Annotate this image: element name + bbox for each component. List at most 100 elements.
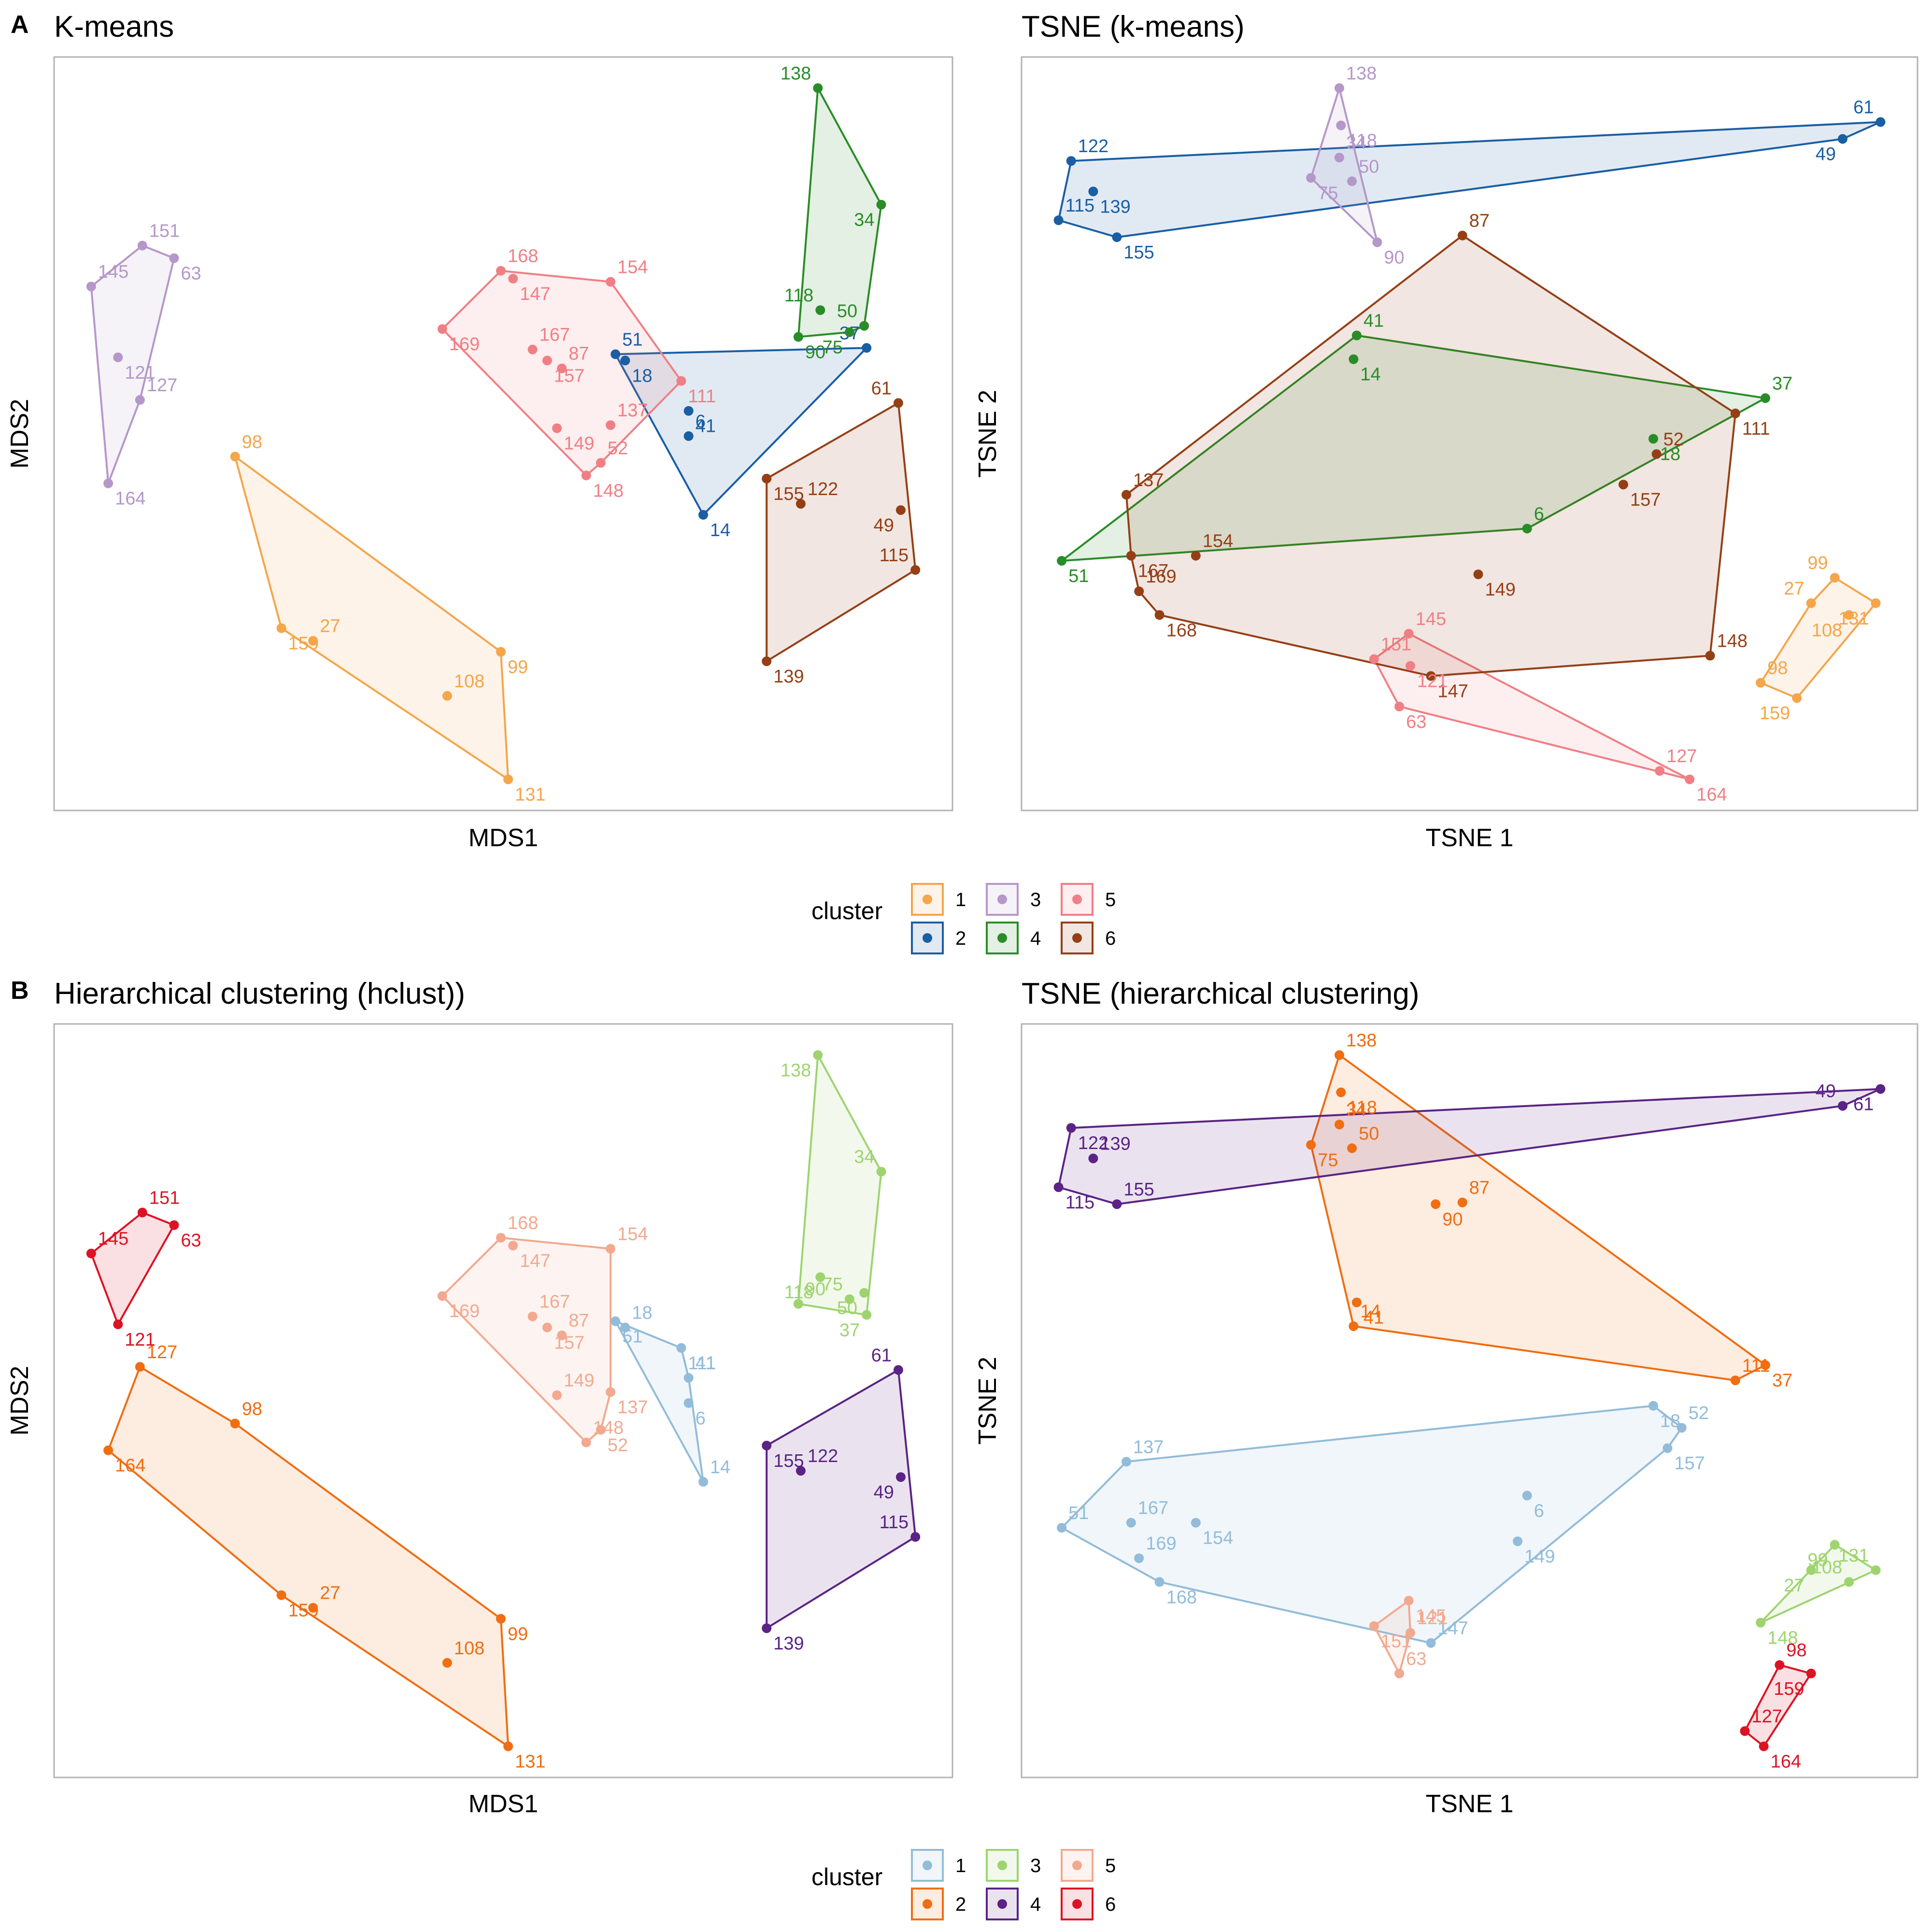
point-14 [698,510,708,520]
point-137 [606,420,616,430]
point-49 [1838,1101,1847,1111]
legend-label: 3 [1030,889,1041,910]
point-label-138: 138 [781,1060,811,1080]
legend-key-dot [997,1861,1007,1870]
point-149 [552,423,562,433]
point-label-167: 167 [1138,1498,1168,1519]
point-label-145: 145 [98,262,128,282]
point-121 [1406,1628,1415,1638]
point-label-159: 159 [1774,1679,1804,1699]
point-118 [1336,120,1346,130]
point-label-98: 98 [1767,658,1788,679]
point-label-122: 122 [1078,136,1108,156]
point-169 [437,1291,447,1301]
point-label-111: 111 [1742,419,1770,439]
point-14 [698,1477,708,1487]
point-label-115: 115 [880,545,909,566]
point-label-34: 34 [1346,1100,1366,1120]
point-label-49: 49 [1816,1081,1836,1102]
point-label-51: 51 [1068,566,1089,586]
point-label-169: 169 [449,334,480,355]
legend-key-dot [1072,933,1082,943]
point-label-151: 151 [149,221,180,241]
point-115 [910,565,921,575]
point-147 [508,1240,518,1250]
point-label-34: 34 [854,1147,874,1167]
point-label-111: 111 [688,386,716,407]
point-label-147: 147 [1438,682,1468,702]
legend-item-4: 4 [986,922,1041,954]
point-label-122: 122 [1078,1133,1108,1153]
legend-key [986,1849,1019,1882]
point-label-37: 37 [1772,373,1792,394]
point-label-131: 131 [515,785,545,805]
panel-title: K-means [54,10,174,43]
point-122 [796,1466,806,1476]
point-37 [862,1310,872,1320]
point-149 [1513,1536,1523,1547]
point-118 [1336,1087,1346,1097]
point-168 [1154,610,1165,620]
legend-label: 6 [1105,928,1116,949]
point-155 [762,473,772,483]
point-label-27: 27 [1784,579,1804,599]
point-label-115: 115 [880,1512,909,1533]
point-108 [1844,610,1854,620]
point-50 [859,321,869,331]
point-98 [230,1419,240,1429]
point-34 [876,199,886,210]
point-label-41: 41 [696,416,716,437]
point-111 [676,1343,686,1353]
legend-label: 4 [1030,928,1041,949]
panel-title: TSNE (hierarchical clustering) [1022,977,1419,1010]
point-label-87: 87 [568,1311,589,1331]
point-169 [1134,1553,1144,1563]
panel-title: TSNE (k-means) [1022,10,1245,43]
point-49 [1838,134,1847,144]
point-87 [1457,230,1467,241]
point-label-14: 14 [710,1457,730,1477]
point-147 [1426,671,1436,681]
point-label-118: 118 [1348,131,1377,151]
point-label-137: 137 [1133,470,1164,490]
point-75 [1306,173,1316,183]
point-121 [113,352,123,362]
point-99 [1830,1540,1840,1550]
point-18 [620,1322,630,1333]
point-label-99: 99 [508,657,528,678]
legend-key [986,883,1019,916]
point-label-27: 27 [1784,1576,1804,1596]
cluster-hull-2 [1310,1054,1766,1381]
legend-key-dot [1072,895,1082,904]
point-137 [1122,490,1131,500]
point-label-90: 90 [805,342,825,363]
point-label-157: 157 [1630,490,1661,510]
y-axis-label: TSNE 2 [974,1357,1002,1445]
point-63 [1394,701,1405,711]
point-label-139: 139 [773,667,804,687]
point-41 [1351,330,1362,341]
point-121 [1406,661,1415,671]
point-label-61: 61 [871,378,892,398]
point-169 [1134,586,1144,597]
point-168 [1154,1577,1165,1587]
legend-key-dot [923,1899,932,1909]
legend-a: cluster 1 2 3 4 5 6 [811,883,1116,954]
legend-label: 5 [1105,1855,1116,1876]
point-label-99: 99 [508,1624,528,1645]
legend-label: 2 [955,928,966,949]
point-121 [113,1319,123,1329]
point-label-90: 90 [805,1279,825,1300]
point-14 [1349,354,1359,364]
point-108 [1844,1577,1854,1587]
point-131 [1871,1565,1881,1575]
point-label-145: 145 [1416,609,1446,629]
legend-label: 3 [1030,1855,1041,1876]
point-52 [1651,449,1662,459]
panel-letter-a: A [11,11,29,39]
point-139 [762,1623,772,1634]
point-label-37: 37 [1772,1370,1792,1391]
cluster-hull-2 [614,347,868,516]
cluster-hull-3 [90,244,175,484]
